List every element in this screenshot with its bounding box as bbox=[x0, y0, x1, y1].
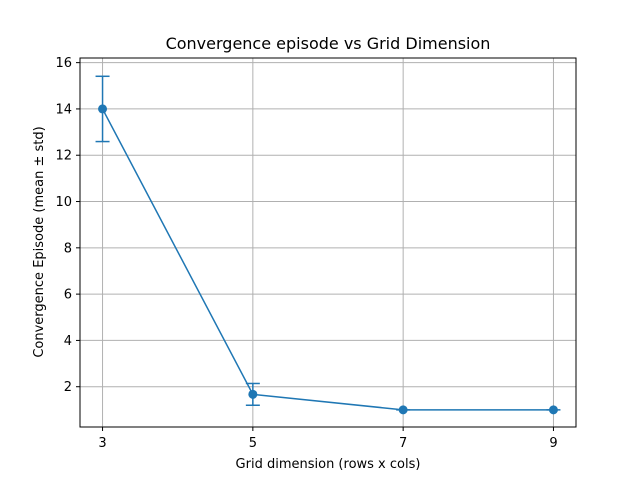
series-line bbox=[101, 108, 554, 411]
chart-title: Convergence episode vs Grid Dimension bbox=[166, 34, 491, 53]
x-axis-label: Grid dimension (rows x cols) bbox=[236, 457, 421, 472]
data-point bbox=[548, 405, 558, 415]
grid-layer bbox=[80, 58, 576, 427]
data-point bbox=[398, 405, 408, 415]
x-tick-label: 3 bbox=[98, 436, 106, 451]
tick-layer: 3 5 7 9 2 4 6 8 10 12 14 16 bbox=[55, 56, 557, 451]
y-tick-label: 4 bbox=[64, 334, 72, 349]
y-tick-label: 14 bbox=[55, 102, 72, 117]
y-tick-label: 6 bbox=[64, 288, 72, 303]
x-tick-label: 5 bbox=[249, 436, 257, 451]
x-tick-label: 7 bbox=[399, 436, 407, 451]
series-layer bbox=[95, 75, 561, 415]
y-tick-label: 10 bbox=[55, 195, 72, 210]
plot-frame bbox=[79, 57, 577, 428]
x-tick-label: 9 bbox=[549, 436, 557, 451]
y-tick-label: 12 bbox=[55, 149, 72, 164]
y-tick-label: 2 bbox=[64, 380, 72, 395]
y-tick-label: 16 bbox=[55, 56, 72, 71]
data-point bbox=[98, 104, 108, 114]
data-point bbox=[248, 389, 258, 399]
y-axis-label: Convergence Episode (mean ± std) bbox=[32, 126, 47, 357]
y-tick-label: 8 bbox=[64, 241, 72, 256]
